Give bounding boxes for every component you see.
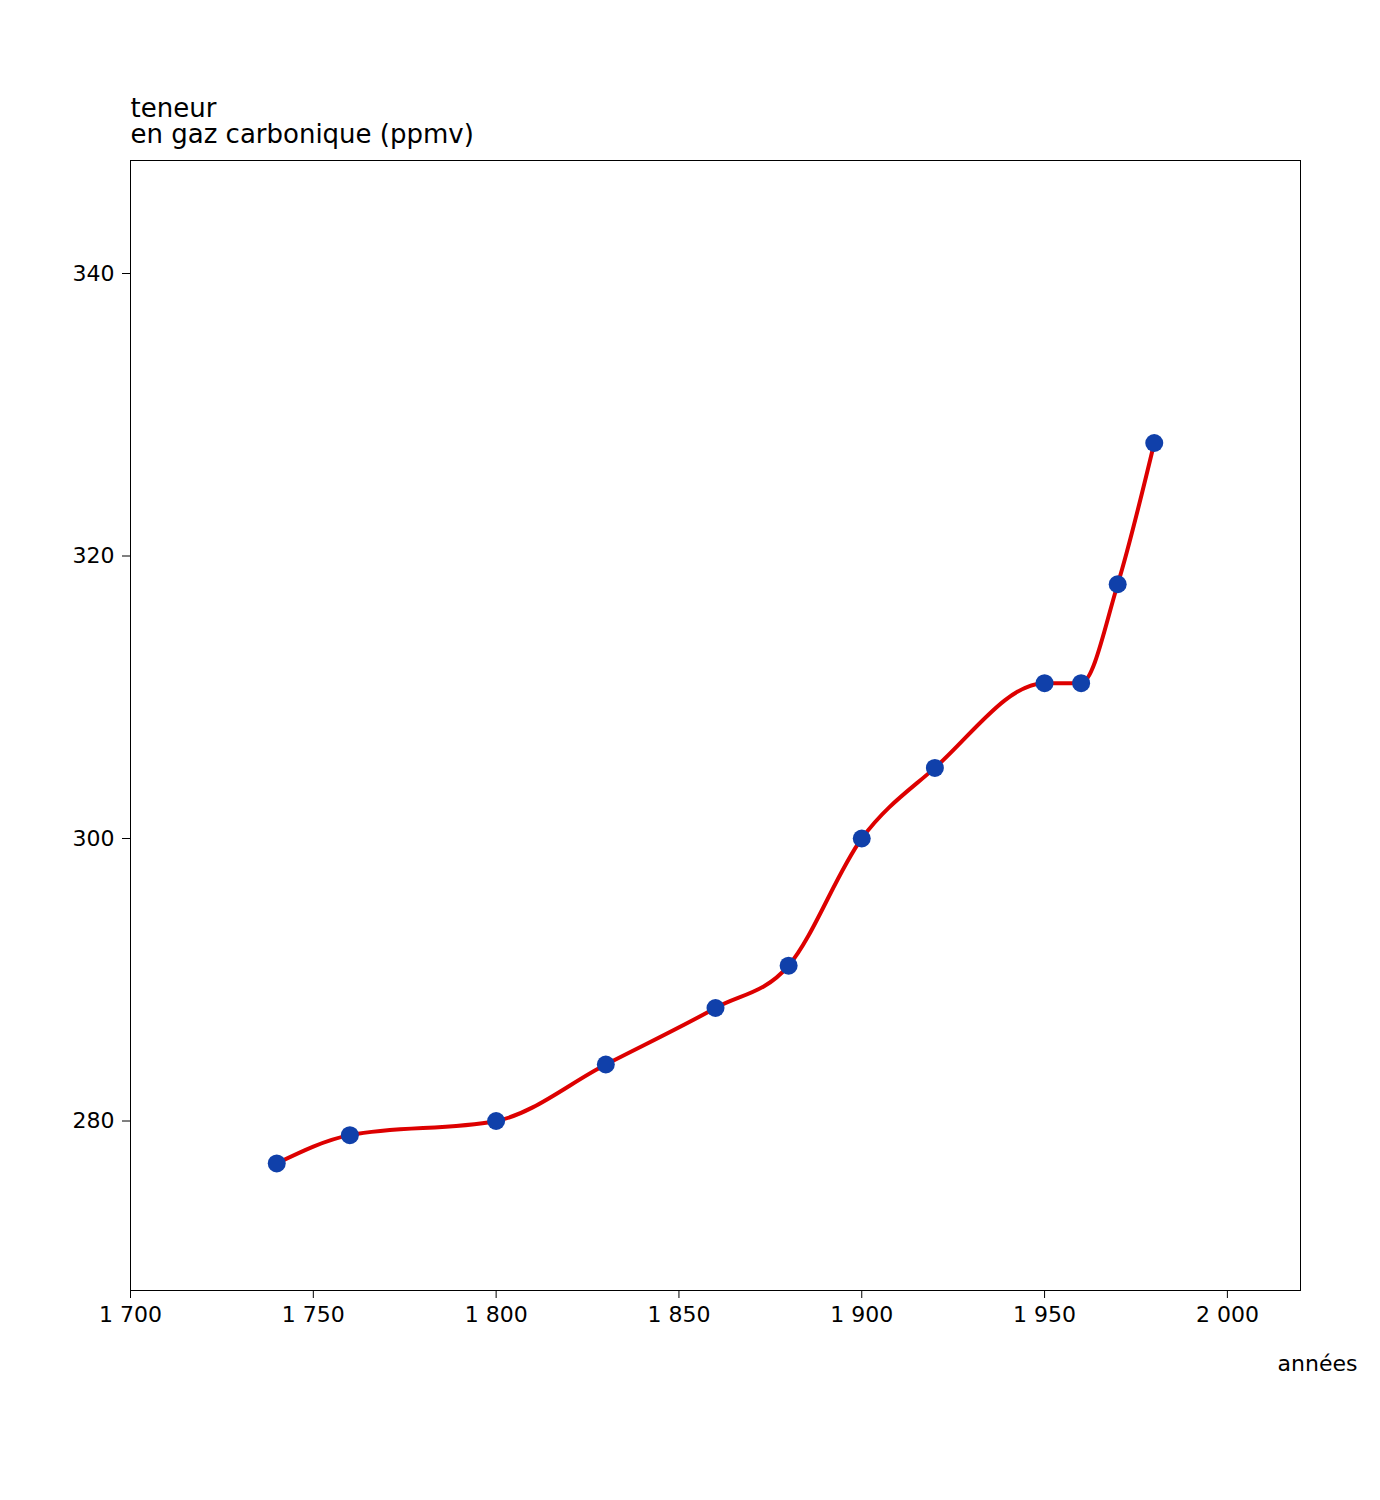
- svg-text:1 750: 1 750: [282, 1302, 345, 1327]
- svg-text:1 800: 1 800: [465, 1302, 528, 1327]
- svg-text:300: 300: [73, 826, 115, 851]
- svg-text:1 900: 1 900: [830, 1302, 893, 1327]
- svg-text:1 950: 1 950: [1013, 1302, 1076, 1327]
- svg-text:années: années: [1278, 1351, 1358, 1376]
- svg-text:320: 320: [73, 543, 115, 568]
- svg-text:teneuren gaz carbonique (ppmv): teneuren gaz carbonique (ppmv): [131, 93, 474, 149]
- svg-text:2 000: 2 000: [1196, 1302, 1259, 1327]
- svg-text:1 850: 1 850: [647, 1302, 710, 1327]
- svg-text:280: 280: [73, 1108, 115, 1133]
- svg-text:340: 340: [73, 261, 115, 286]
- svg-text:1 700: 1 700: [99, 1302, 162, 1327]
